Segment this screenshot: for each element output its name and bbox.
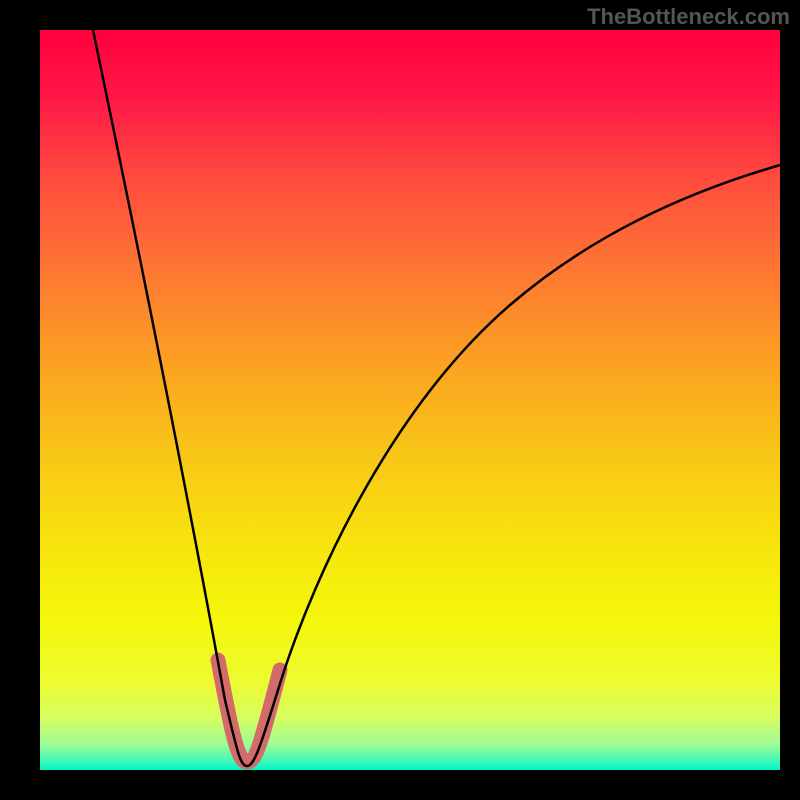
watermark-text: TheBottleneck.com xyxy=(587,4,790,30)
chart-svg xyxy=(0,0,800,800)
chart-container: { "watermark": { "text": "TheBottleneck.… xyxy=(0,0,800,800)
plot-background xyxy=(40,30,780,770)
